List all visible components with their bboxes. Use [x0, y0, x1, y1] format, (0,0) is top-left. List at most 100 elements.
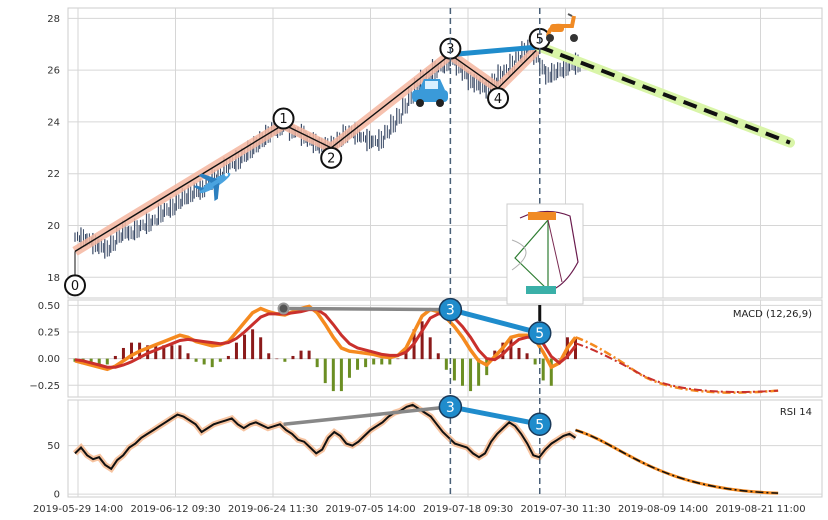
x-tick-label: 2019-05-29 14:00 [33, 504, 123, 515]
rsi-line [74, 403, 577, 471]
macd-histogram-bar [541, 358, 545, 381]
wave-label-circle [487, 87, 510, 110]
x-tick-label: 2019-07-18 09:30 [423, 504, 513, 515]
elliott-wave-lines: 012345 [64, 27, 795, 297]
macd-histogram-bar [428, 337, 432, 360]
macd-gray-divergence [283, 306, 451, 312]
macd-histogram-bar [186, 353, 190, 360]
macd-histogram-bar [226, 355, 230, 360]
macd-histogram-bar [396, 358, 400, 360]
macd-histogram-bar [380, 358, 384, 365]
macd-histogram-bar [557, 358, 561, 360]
y-tick-label: 26 [47, 66, 60, 77]
macd-histogram-bar [121, 347, 125, 360]
macd-histogram-bar [517, 347, 521, 360]
macd-histogram-bar [501, 342, 505, 360]
macd-histogram-bar [339, 358, 343, 392]
x-tick-label: 2019-06-12 09:30 [130, 504, 220, 515]
macd-blue-divergence [449, 307, 541, 336]
macd-histogram-bar [105, 358, 109, 365]
wave-label-circle [320, 146, 343, 169]
macd-histogram-bar [469, 358, 473, 392]
y-tick-label: 0.50 [38, 301, 60, 312]
y-tick-label: 22 [47, 169, 60, 180]
macd-histogram-bar [323, 358, 327, 384]
x-tick-label: 2019-07-30 11:30 [520, 504, 610, 515]
macd-wave-marker [438, 297, 463, 322]
y-tick-label: 0.25 [38, 327, 60, 338]
y-tick-label: 24 [47, 117, 60, 128]
rsi-blue-divergence [449, 404, 541, 427]
y-tick-label: 50 [47, 441, 60, 452]
wave-label: 4 [494, 92, 502, 107]
divergence-markers: 3 5 3 5 [277, 297, 552, 436]
rsi-wave-marker [438, 395, 463, 419]
inset-pattern-thumbnail [506, 203, 584, 305]
macd-lines [73, 304, 779, 394]
macd-histogram-bar [162, 345, 166, 360]
signal-line [74, 308, 577, 369]
wave-label: 1 [279, 112, 287, 127]
macd-histogram-bar [452, 358, 456, 381]
macd-histogram-bar [178, 345, 182, 360]
signal-forecast-line [575, 342, 779, 393]
macd-histogram-bar [210, 358, 214, 368]
x-tick-labels: 2019-05-29 14:00 2019-06-12 09:30 2019-06-… [33, 504, 806, 515]
macd-histogram-bar [331, 358, 335, 392]
macd-histogram-bar [267, 353, 271, 360]
macd-histogram-bar [170, 345, 174, 360]
wave-label: 0 [71, 279, 79, 294]
macd-histogram-bar [477, 358, 481, 386]
macd-histogram-bar [243, 334, 247, 360]
wave-label: 2 [327, 151, 335, 166]
macd-histogram-bar [356, 358, 360, 370]
y-tick-label: 0.00 [38, 354, 60, 365]
macd-wave-label: 5 [535, 326, 544, 342]
macd-histogram-bar [315, 358, 319, 368]
macd-histogram-bar [291, 355, 295, 360]
car-icon [412, 79, 448, 107]
macd-histogram-bar [299, 350, 303, 360]
y-tick-label: 18 [47, 273, 60, 284]
macd-histogram-bar [372, 358, 376, 365]
x-tick-label: 2019-08-09 14:00 [618, 504, 708, 515]
y-tick-label: 0 [54, 490, 60, 501]
macd-histogram-bar [275, 358, 279, 360]
wave-line [74, 46, 541, 252]
macd-histogram-bar [130, 342, 134, 360]
macd-histogram-bar [194, 358, 198, 362]
macd-histogram-bar [420, 321, 424, 360]
macd-histogram-bar [525, 353, 529, 360]
x-tick-label: 2019-08-21 11:00 [715, 504, 805, 515]
rsi-lines [72, 401, 779, 495]
macd-wave-label: 3 [446, 303, 455, 319]
macd-histogram-bar [259, 337, 263, 360]
airplane-icon [193, 172, 231, 202]
macd-histogram-bar [436, 353, 440, 360]
macd-histogram-bar [283, 358, 287, 362]
macd-histogram-bar [234, 342, 238, 360]
rsi-wave-label: 5 [535, 417, 544, 433]
x-tick-label: 2019-07-05 14:00 [325, 504, 415, 515]
macd-histogram-bar [549, 358, 553, 386]
macd-histogram-bar [444, 358, 448, 370]
macd-histogram-bar [202, 358, 206, 365]
wave-3-5-blue-segment [450, 44, 540, 58]
rsi-wave-marker [528, 412, 552, 436]
macd-panel-label: MACD (12,26,9) [733, 309, 812, 320]
macd-histogram-bar [154, 345, 158, 360]
macd-histogram-bar [251, 329, 255, 360]
y-tick-label: 28 [47, 14, 60, 25]
macd-histogram-bar [364, 358, 368, 368]
macd-histogram-bar [347, 358, 351, 378]
rsi-wave-label: 3 [446, 400, 455, 416]
wave-label-circle [272, 107, 295, 130]
macd-wave-marker [528, 321, 552, 345]
rsi-gray-divergence [283, 405, 451, 426]
macd-gray-dot [277, 302, 290, 315]
macd-histogram-bar [218, 358, 222, 362]
macd-histogram-bar [113, 355, 117, 360]
x-tick-label: 2019-06-24 11:30 [228, 504, 318, 515]
macd-histogram-bar [533, 358, 537, 365]
